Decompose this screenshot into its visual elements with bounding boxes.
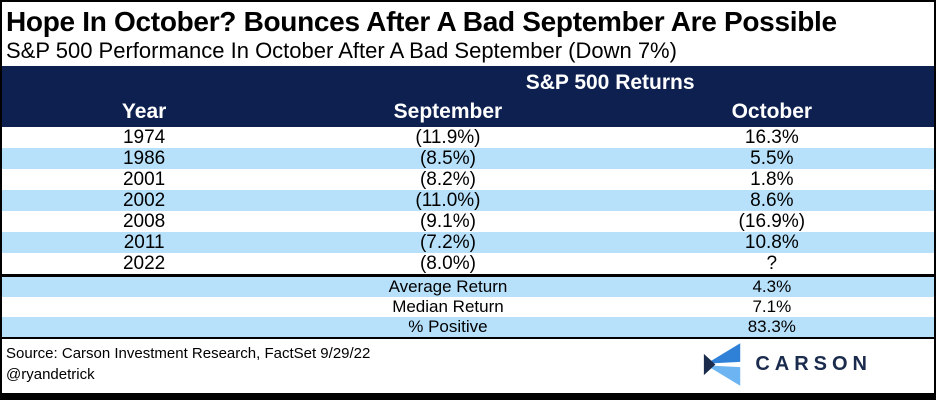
year-cell: 1974 — [122, 127, 166, 148]
group-header-row: S&P 500 Returns — [2, 66, 934, 97]
september-return-cell: (8.0%) — [419, 253, 476, 274]
summary-row: Median Return 7.1% — [2, 297, 934, 317]
table-row: 1986 (8.5%) 5.5% — [2, 148, 934, 169]
summary-spacer-cell — [2, 274, 287, 297]
carson-logo-text: CARSON — [755, 353, 872, 375]
carson-logo-icon — [704, 343, 741, 386]
october-return-cell: 1.8% — [750, 169, 794, 190]
october-return-cell: ? — [766, 253, 778, 274]
september-return-cell: (7.2%) — [419, 232, 476, 253]
summary-value: 83.3% — [609, 317, 934, 339]
source-block: Source: Carson Investment Research, Fact… — [6, 343, 370, 385]
september-return-cell: (8.5%) — [419, 148, 476, 169]
summary-row: % Positive 83.3% — [2, 317, 934, 339]
year-cell: 1986 — [122, 148, 166, 169]
year-cell: 2011 — [123, 232, 165, 253]
column-header-october: October — [609, 97, 934, 127]
september-return-cell: (8.2%) — [419, 169, 476, 190]
october-return-cell: (16.9%) — [738, 211, 806, 232]
table-row: 2002 (11.0%) 8.6% — [2, 190, 934, 211]
returns-table: S&P 500 Returns Year September October 1… — [2, 66, 934, 339]
table-row: 2008 (9.1%) (16.9%) — [2, 211, 934, 232]
summary-label: Average Return — [286, 274, 610, 297]
chart-header: Hope In October? Bounces After A Bad Sep… — [2, 2, 934, 66]
table-body: 1974 (11.9%) 16.3% 1986 (8.5%) 5.5% 2001 (8.2%)… — [2, 127, 934, 276]
summary-label: % Positive — [286, 317, 610, 339]
source-text: Source: Carson Investment Research, Fact… — [6, 345, 371, 362]
summary-value: 7.1% — [752, 297, 792, 316]
october-return-cell: 10.8% — [744, 232, 799, 253]
footer: Source: Carson Investment Research, Fact… — [2, 339, 934, 393]
summary-value: 4.3% — [609, 274, 934, 297]
chart-title: Hope In October? Bounces After A Bad Sep… — [6, 6, 837, 37]
october-return-cell: 5.5% — [750, 148, 794, 169]
table-row: 2011 (7.2%) 10.8% — [2, 232, 934, 253]
year-cell: 2008 — [122, 211, 166, 232]
table-row: 2022 (8.0%)? — [2, 253, 934, 276]
september-return-cell: (11.0%) — [415, 190, 481, 211]
table-row: 2001 (8.2%) 1.8% — [2, 169, 934, 190]
column-header-year: Year — [2, 97, 287, 127]
column-header-september: September — [286, 97, 610, 127]
group-header-label: S&P 500 Returns — [286, 66, 934, 97]
summary-row: Average Return 4.3% — [2, 274, 934, 297]
year-cell: 2002 — [122, 190, 166, 211]
september-return-cell: (11.9%) — [415, 127, 481, 148]
october-return-cell: 16.3% — [744, 127, 799, 148]
table-summary: Average Return 4.3% Median Return 7.1%% Pos… — [2, 274, 934, 339]
year-cell: 2022 — [122, 253, 166, 274]
table-row: 1974 (11.9%) 16.3% — [2, 127, 934, 148]
twitter-handle: @ryandetrick — [6, 366, 95, 383]
october-return-cell: 8.6% — [750, 190, 794, 211]
group-header-spacer — [2, 66, 287, 97]
table-header: S&P 500 Returns Year September October — [2, 66, 934, 127]
chart-subtitle: S&P 500 Performance In October After A B… — [6, 38, 677, 63]
carson-logo: CARSON — [703, 343, 872, 386]
summary-spacer-cell — [2, 317, 287, 339]
summary-spacer-cell — [2, 297, 286, 317]
september-return-cell: (9.1%) — [419, 211, 476, 232]
column-header-row: Year September October — [2, 97, 934, 127]
summary-label: Median Return — [392, 297, 504, 316]
year-cell: 2001 — [122, 169, 166, 190]
